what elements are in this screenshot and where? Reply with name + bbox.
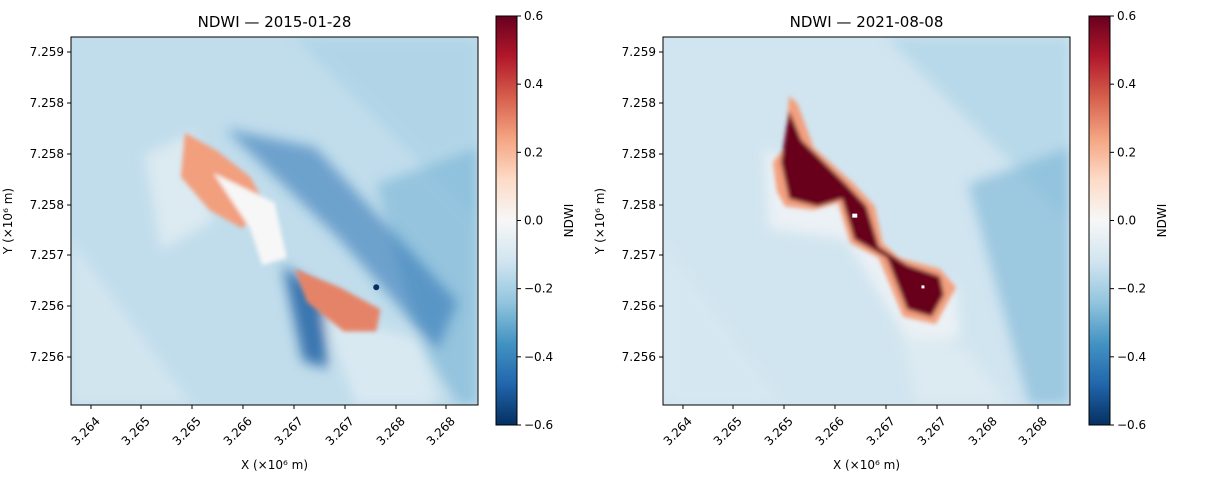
ndwi-heatmap: [71, 37, 478, 405]
colorbar-tick-label: −0.4: [524, 350, 553, 364]
y-tick-label: 7.258: [30, 96, 64, 110]
light-fan: [323, 313, 458, 405]
colorbar-tick-label: −0.2: [1117, 282, 1146, 296]
y-axis-label: Y (×10⁶ m): [1, 188, 15, 255]
y-tick-label: 7.258: [622, 96, 656, 110]
x-tick-label: 3.267: [864, 414, 898, 448]
x-tick-label: 3.264: [661, 414, 695, 448]
colorbar: 0.6 0.4 0.2 0.0 −0.2 −0.4 −0.6 NDWI: [495, 9, 576, 432]
x-tick-label: 3.268: [424, 414, 458, 448]
x-tick-label: 3.268: [1016, 414, 1050, 448]
x-axis-label: X (×10⁶ m): [241, 458, 308, 472]
colorbar-tick-label: 0.2: [524, 145, 543, 159]
y-tick-label: 7.258: [30, 147, 64, 161]
colorbar-tick-label: −0.2: [524, 282, 553, 296]
x-tick-label: 3.267: [272, 414, 306, 448]
colorbar-label: NDWI: [1155, 204, 1169, 238]
y-tick-label: 7.256: [622, 350, 656, 364]
x-tick-label: 3.268: [374, 414, 408, 448]
light-fan: [899, 324, 1009, 405]
x-tick-label: 3.265: [170, 414, 204, 448]
x-tick-label: 3.264: [69, 414, 103, 448]
dark-channel: [225, 129, 458, 350]
y-tick-label: 7.258: [30, 198, 64, 212]
terrain-shading: [663, 37, 1070, 405]
x-tick-label: 3.266: [221, 414, 255, 448]
x-axis-label: X (×10⁶ m): [833, 458, 900, 472]
axes-frame: [662, 36, 1071, 406]
x-tick-label: 3.265: [119, 414, 153, 448]
colorbar-tick-label: 0.0: [524, 214, 543, 228]
colorbar: 0.6 0.4 0.2 0.0 −0.2 −0.4 −0.6 NDWI: [1088, 9, 1169, 432]
colorbar-tick-label: −0.6: [1117, 418, 1146, 432]
x-tick-label: 3.267: [915, 414, 949, 448]
x-tick-label: 3.265: [711, 414, 745, 448]
dark-pixel: [373, 284, 380, 291]
colorbar-tick-label: 0.2: [1117, 145, 1136, 159]
colorbar-tick-label: −0.6: [524, 418, 553, 432]
colorbar-tick-label: −0.4: [1117, 350, 1146, 364]
colorbar-gradient: [1088, 15, 1111, 426]
y-tick-label: 7.256: [622, 299, 656, 313]
shoreline-shading: [144, 129, 458, 405]
shade-upper-right: [294, 37, 478, 221]
y-tick-label: 7.257: [622, 248, 656, 262]
panel-1: NDWI — 2015-01-28 3.264 3.265 3.265 3.266 3.2…: [1, 9, 576, 472]
y-axis-label: Y (×10⁶ m): [593, 188, 607, 255]
x-tick-label: 3.267: [323, 414, 357, 448]
nodata-pixel: [921, 285, 925, 289]
axes-frame: [70, 36, 479, 406]
colorbar-label: NDWI: [562, 204, 576, 238]
shade-lower-left: [663, 239, 786, 405]
x-tick-label: 3.266: [813, 414, 847, 448]
colorbar-tick-label: 0.4: [1117, 77, 1136, 91]
ndwi-heatmap: [663, 37, 1070, 405]
lake-body: [180, 132, 381, 332]
y-tick-label: 7.258: [622, 198, 656, 212]
x-tick-label: 3.268: [966, 414, 1000, 448]
lower-lobe: [294, 268, 381, 332]
colorbar-tick-label: 0.6: [524, 9, 543, 23]
colorbar-tick-label: 0.4: [524, 77, 543, 91]
colorbar-tick-label: 0.6: [1117, 9, 1136, 23]
y-tick-label: 7.259: [30, 45, 64, 59]
lake-core: [781, 110, 944, 317]
lake-body: [772, 95, 957, 325]
y-tick-label: 7.256: [30, 299, 64, 313]
colorbar-gradient: [495, 15, 518, 426]
y-tick-label: 7.258: [622, 147, 656, 161]
y-tick-label: 7.259: [622, 45, 656, 59]
y-tick-label: 7.256: [30, 350, 64, 364]
x-tick-label: 3.265: [762, 414, 796, 448]
center-channel: [213, 173, 287, 266]
chart-title: NDWI — 2021-08-08: [790, 13, 944, 31]
nodata-pixel: [852, 213, 858, 218]
shade-lower-left: [71, 239, 194, 405]
shade-right: [968, 147, 1070, 405]
y-tick-label: 7.257: [30, 248, 64, 262]
colorbar-tick-label: 0.0: [1117, 214, 1136, 228]
panel-2: NDWI — 2021-08-08 3.264 3.265 3.265 3.266 3.2…: [593, 9, 1169, 472]
chart-title: NDWI — 2015-01-28: [198, 13, 352, 31]
